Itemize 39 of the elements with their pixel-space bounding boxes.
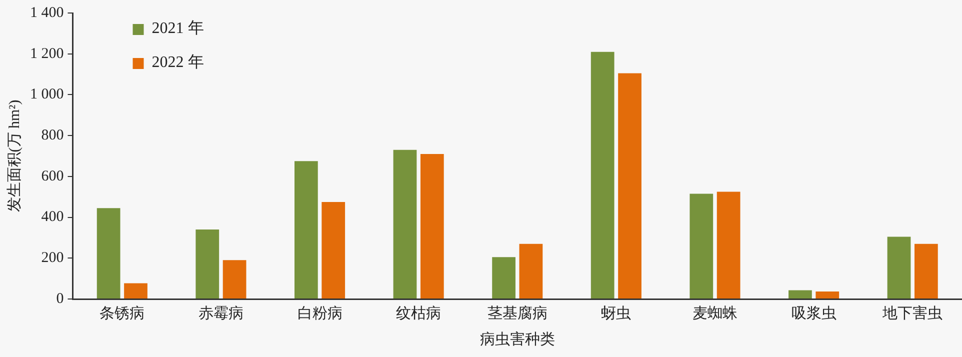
bar <box>519 244 543 298</box>
bar <box>196 230 220 298</box>
bar <box>222 260 246 298</box>
x-tick-label: 地下害虫 <box>882 304 943 322</box>
x-tick-label: 麦蜘蛛 <box>692 304 738 322</box>
x-tick-label: 白粉病 <box>297 304 342 322</box>
bar <box>96 208 120 298</box>
bar <box>914 244 938 298</box>
bar <box>590 52 614 298</box>
bar <box>618 73 642 298</box>
y-tick-label: 600 <box>41 168 64 184</box>
y-tick-label: 400 <box>41 209 64 226</box>
y-tick-label: 1 200 <box>30 46 64 62</box>
y-tick-label: 800 <box>41 128 64 144</box>
bar <box>420 154 444 298</box>
legend-label: 2021 年 <box>152 20 204 38</box>
y-tick-label: 1 000 <box>30 86 64 103</box>
bar <box>124 283 148 298</box>
bar <box>690 194 714 298</box>
bar <box>294 161 318 298</box>
bar <box>816 291 840 298</box>
bar <box>492 257 516 298</box>
x-axis-title: 病虫害种类 <box>480 330 555 348</box>
bar <box>393 150 417 298</box>
legend-label: 2022 年 <box>152 54 204 72</box>
x-tick-label: 茎基腐病 <box>487 304 548 322</box>
bar <box>887 236 911 298</box>
x-tick-label: 赤霉病 <box>198 304 244 322</box>
bar <box>788 290 812 298</box>
bar <box>716 192 740 298</box>
x-tick-label: 条锈病 <box>100 304 145 322</box>
y-tick-label: 1 400 <box>30 4 64 21</box>
x-tick-label: 蚜虫 <box>601 304 632 322</box>
bar <box>322 202 346 298</box>
y-axis-title: 发生面积(万 hm²) <box>6 100 23 212</box>
y-tick-label: 200 <box>41 250 64 266</box>
x-tick-label: 纹枯病 <box>396 304 442 322</box>
x-tick-label: 吸浆虫 <box>791 304 836 322</box>
y-tick-label: 0 <box>56 290 64 307</box>
